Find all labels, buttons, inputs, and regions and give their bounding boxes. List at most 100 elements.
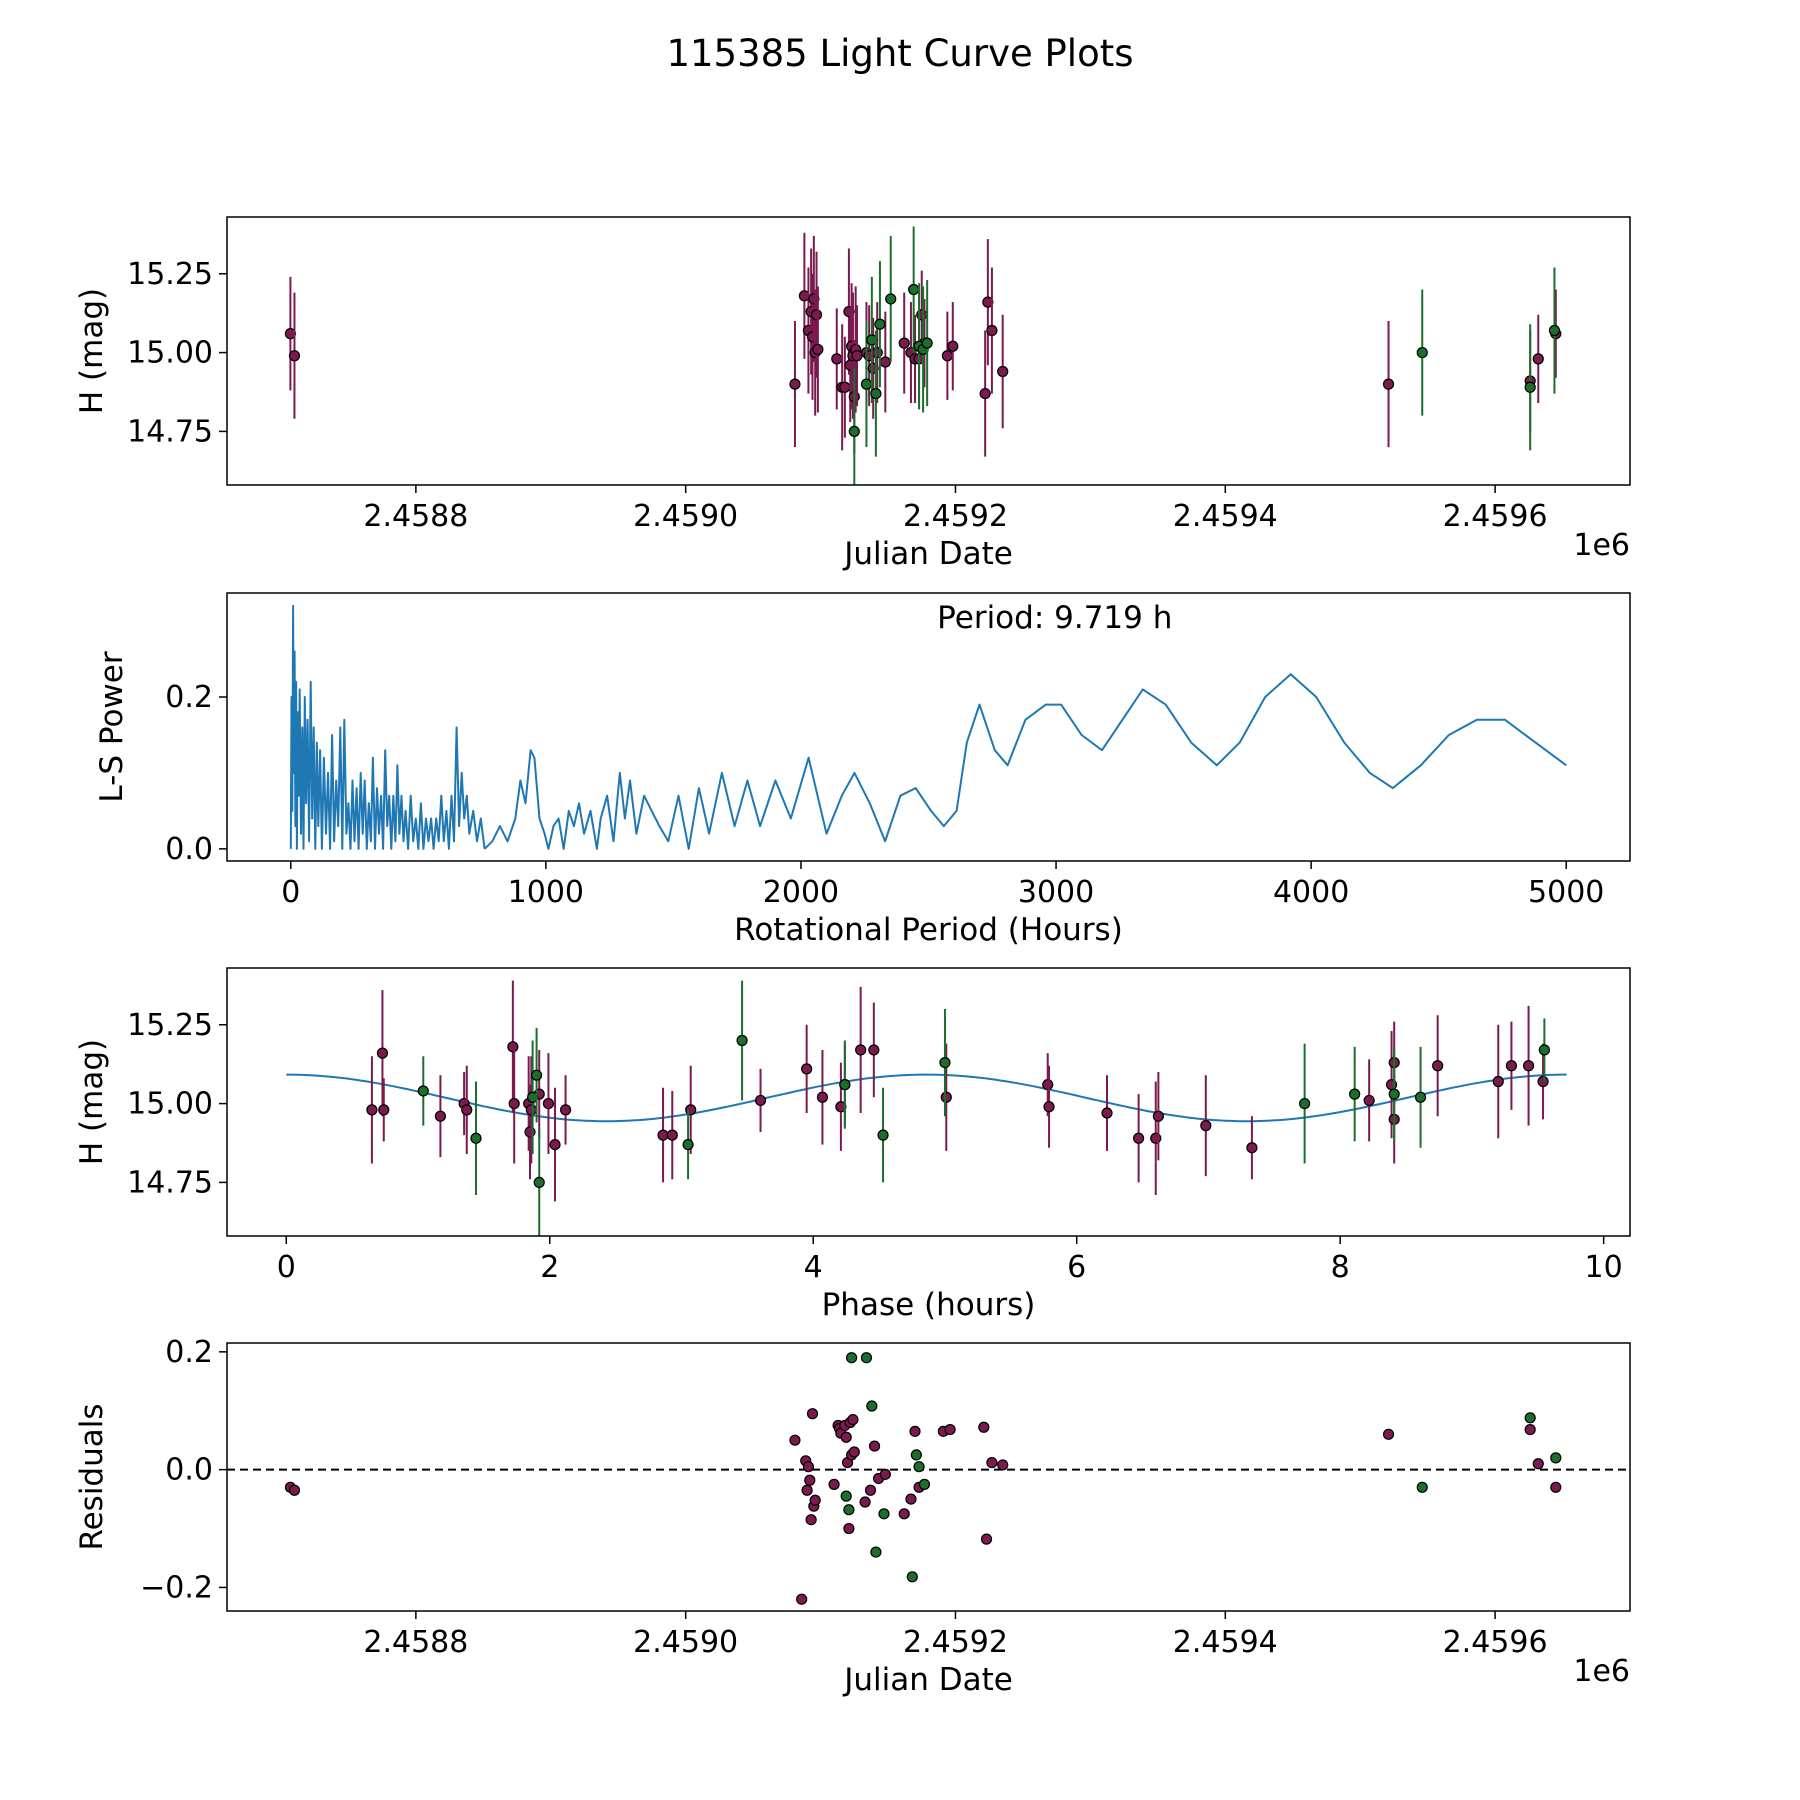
- residuals-plot-area: [227, 1352, 1630, 1605]
- phased-curve-ztf-r-point: [366, 1104, 378, 1116]
- residuals-y-tick-label: 0.0: [165, 1453, 213, 1488]
- phased-curve-ztf-r-point: [1537, 1075, 1549, 1088]
- residuals-ztf-r-point: [1550, 1481, 1562, 1493]
- residuals-ztf-r-point: [1532, 1458, 1544, 1470]
- residuals-ztf-r-point: [843, 1522, 855, 1535]
- residuals-ztf-g-point: [870, 1546, 882, 1558]
- phased-curve-ztf-r-point: [378, 1104, 390, 1116]
- residuals-ztf-r-point: [1524, 1423, 1536, 1436]
- figure-title: 115385 Light Curve Plots: [666, 32, 1133, 75]
- light-curve-ztf-r-point: [851, 350, 863, 362]
- phased-curve-ztf-g-point: [877, 1129, 889, 1141]
- light-curve-ztf-r-point: [941, 350, 953, 362]
- light-curve-ztf-g-point: [1524, 381, 1536, 393]
- residuals-x-offset-label: 1e6: [1573, 1654, 1630, 1689]
- light-curve-ztf-r-point: [288, 350, 301, 362]
- light-curve-x-tick-label: 2.4594: [1173, 499, 1278, 534]
- residuals-ztf-r-point: [801, 1484, 813, 1496]
- residuals-ztf-r-point: [806, 1408, 819, 1420]
- phased-curve-y-tick-label: 15.25: [127, 1008, 213, 1043]
- residuals-y-tick-label: 0.2: [165, 1335, 213, 1370]
- light-curve-y-tick-label: 15.25: [127, 257, 213, 292]
- residuals-x-tick-label: 2.4596: [1443, 1625, 1548, 1660]
- residuals-x-tick-label: 2.4592: [903, 1625, 1008, 1660]
- phased-curve-ztf-r-point: [1133, 1132, 1145, 1144]
- periodogram-x-axis-label: Rotational Period (Hours): [734, 912, 1123, 948]
- light-curve-x-tick-label: 2.4592: [903, 499, 1008, 534]
- residuals-ztf-g-point: [840, 1490, 852, 1502]
- periodogram-power-peaks-line: [289, 604, 486, 850]
- phased-curve-ztf-r-point: [1246, 1142, 1258, 1154]
- residuals-ztf-r-point: [978, 1421, 990, 1433]
- residuals-y-axis-label: Residuals: [74, 1403, 110, 1550]
- phased-curve-ztf-r-point: [1042, 1079, 1054, 1091]
- phased-curve-ztf-r-point: [666, 1129, 678, 1141]
- phased-curve-ztf-r-point: [855, 1044, 867, 1056]
- light-curve-ztf-r-point: [898, 337, 910, 349]
- periodogram-plot-area: [289, 604, 1567, 850]
- phased-curve-ztf-g-point: [939, 1056, 951, 1069]
- light-curve-ztf-r-point: [812, 343, 824, 356]
- phased-curve-x-tick-label: 6: [1067, 1250, 1086, 1285]
- light-curve-ztf-g-point: [860, 378, 873, 390]
- phased-curve-ztf-r-point: [816, 1091, 829, 1103]
- phased-curve-ztf-r-point: [461, 1104, 473, 1116]
- light-curve-ztf-r-point: [997, 365, 1009, 378]
- phased-curve-ztf-r-point: [434, 1110, 447, 1122]
- phased-curve-ztf-r-point: [542, 1097, 555, 1110]
- residuals-ztf-r-point: [789, 1434, 801, 1446]
- periodogram-panel: 0 1000 2000 3000 4000 5000 0.0 0.2 Rotational Pe…: [94, 592, 1631, 948]
- phased-curve-ztf-g-point: [1414, 1091, 1427, 1103]
- residuals-ztf-r-point: [944, 1423, 956, 1436]
- phased-curve-ztf-g-point: [682, 1138, 694, 1151]
- phased-curve-ztf-r-point: [835, 1101, 847, 1113]
- light-curve-plot-area: [284, 226, 1562, 485]
- phased-curve-ztf-r-point: [940, 1091, 952, 1103]
- phased-curve-ztf-r-point: [507, 1041, 519, 1053]
- phased-curve-ztf-r-point: [801, 1063, 813, 1075]
- light-curve-ztf-r-point: [879, 356, 891, 368]
- residuals-ztf-r-point: [864, 1484, 877, 1496]
- phased-curve-ztf-r-point: [1363, 1094, 1375, 1107]
- residuals-ztf-r-point: [909, 1425, 921, 1437]
- residuals-ztf-r-point: [847, 1413, 859, 1426]
- phased-curve-ztf-r-point: [525, 1104, 537, 1116]
- residuals-ztf-r-point: [868, 1440, 881, 1452]
- phased-curve-ztf-r-point: [1505, 1060, 1518, 1072]
- light-curve-ztf-r-point: [947, 340, 959, 352]
- light-curve-ztf-r-point: [789, 378, 801, 390]
- phased-curve-ztf-r-point: [549, 1138, 561, 1151]
- residuals-panel: 2.4588 2.4590 2.4592 2.4594 2.4596 −0.2 0.0 0.2…: [74, 1335, 1631, 1698]
- residuals-ztf-r-point: [1382, 1428, 1395, 1440]
- residuals-ztf-r-point: [848, 1446, 860, 1458]
- residuals-ztf-r-point: [796, 1593, 808, 1605]
- residuals-ztf-r-point: [804, 1474, 816, 1486]
- phased-curve-ztf-r-point: [868, 1044, 880, 1056]
- residuals-ztf-g-point: [860, 1352, 873, 1364]
- periodogram-x-tick-label: 4000: [1273, 875, 1349, 910]
- phased-curve-x-axis-label: Phase (hours): [822, 1287, 1036, 1323]
- phased-curve-ztf-r-point: [754, 1094, 767, 1107]
- phased-curve-y-tick-label: 15.00: [127, 1087, 213, 1122]
- phased-curve-ztf-r-point: [657, 1129, 669, 1141]
- phased-curve-fit-line: [286, 1073, 1567, 1123]
- light-curve-ztf-g-point: [908, 283, 920, 296]
- periodogram-x-tick-label: 2000: [763, 875, 839, 910]
- residuals-x-axis-label: Julian Date: [842, 1662, 1013, 1698]
- light-curve-ztf-g-point: [874, 318, 886, 330]
- periodogram-y-axis-label: L-S Power: [94, 651, 130, 802]
- residuals-ztf-g-point: [878, 1508, 890, 1520]
- light-curve-ztf-r-point: [810, 309, 823, 321]
- phased-curve-ztf-r-point: [508, 1097, 520, 1110]
- residuals-ztf-r-point: [828, 1478, 840, 1490]
- phased-curve-x-tick-label: 8: [1331, 1250, 1350, 1285]
- residuals-x-tick-label: 2.4590: [633, 1625, 738, 1660]
- light-curve-ztf-r-point: [839, 381, 851, 393]
- residuals-ztf-r-point: [879, 1468, 891, 1480]
- periodogram-frame: [226, 592, 1631, 862]
- phased-curve-ztf-g-point: [736, 1034, 748, 1047]
- phased-curve-x-tick-label: 10: [1585, 1250, 1623, 1285]
- light-curve-ztf-g-point: [1416, 346, 1428, 359]
- residuals-ztf-g-point: [1524, 1412, 1536, 1424]
